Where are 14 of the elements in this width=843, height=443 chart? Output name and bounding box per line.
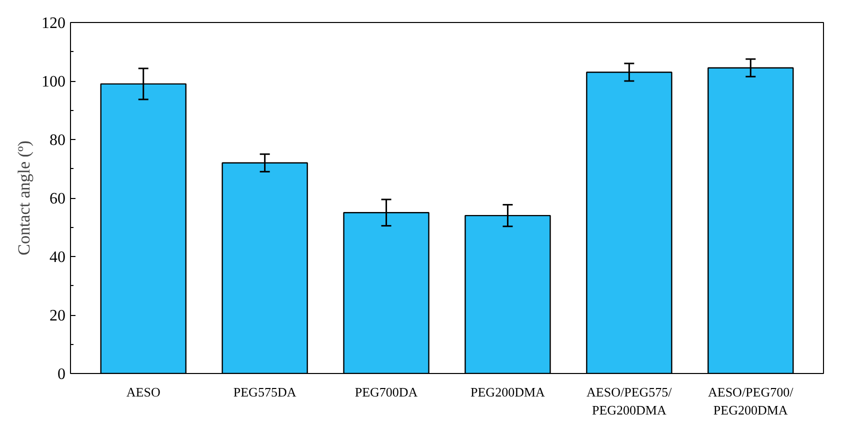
x-tick-label: PEG575DA <box>233 384 297 400</box>
x-tick-label: AESO/PEG700/ PEG200DMA <box>708 384 794 418</box>
x-tick-label: AESO/PEG575/ PEG200DMA <box>586 384 672 418</box>
y-tick-label: 80 <box>50 132 66 149</box>
y-axis-title: Contact angle (º) <box>14 140 34 256</box>
x-tick-label: AESO <box>126 384 160 400</box>
y-tick-label: 20 <box>50 308 66 324</box>
y-tick-label: 60 <box>50 190 66 208</box>
y-tick-label: 0 <box>58 366 66 383</box>
x-tick-label: PEG200DMA <box>470 384 546 400</box>
y-tick-label: 40 <box>50 249 66 266</box>
y-tick-label: 120 <box>42 15 66 32</box>
x-tick-label: PEG700DA <box>354 384 418 400</box>
y-tick-label: 100 <box>42 74 66 90</box>
